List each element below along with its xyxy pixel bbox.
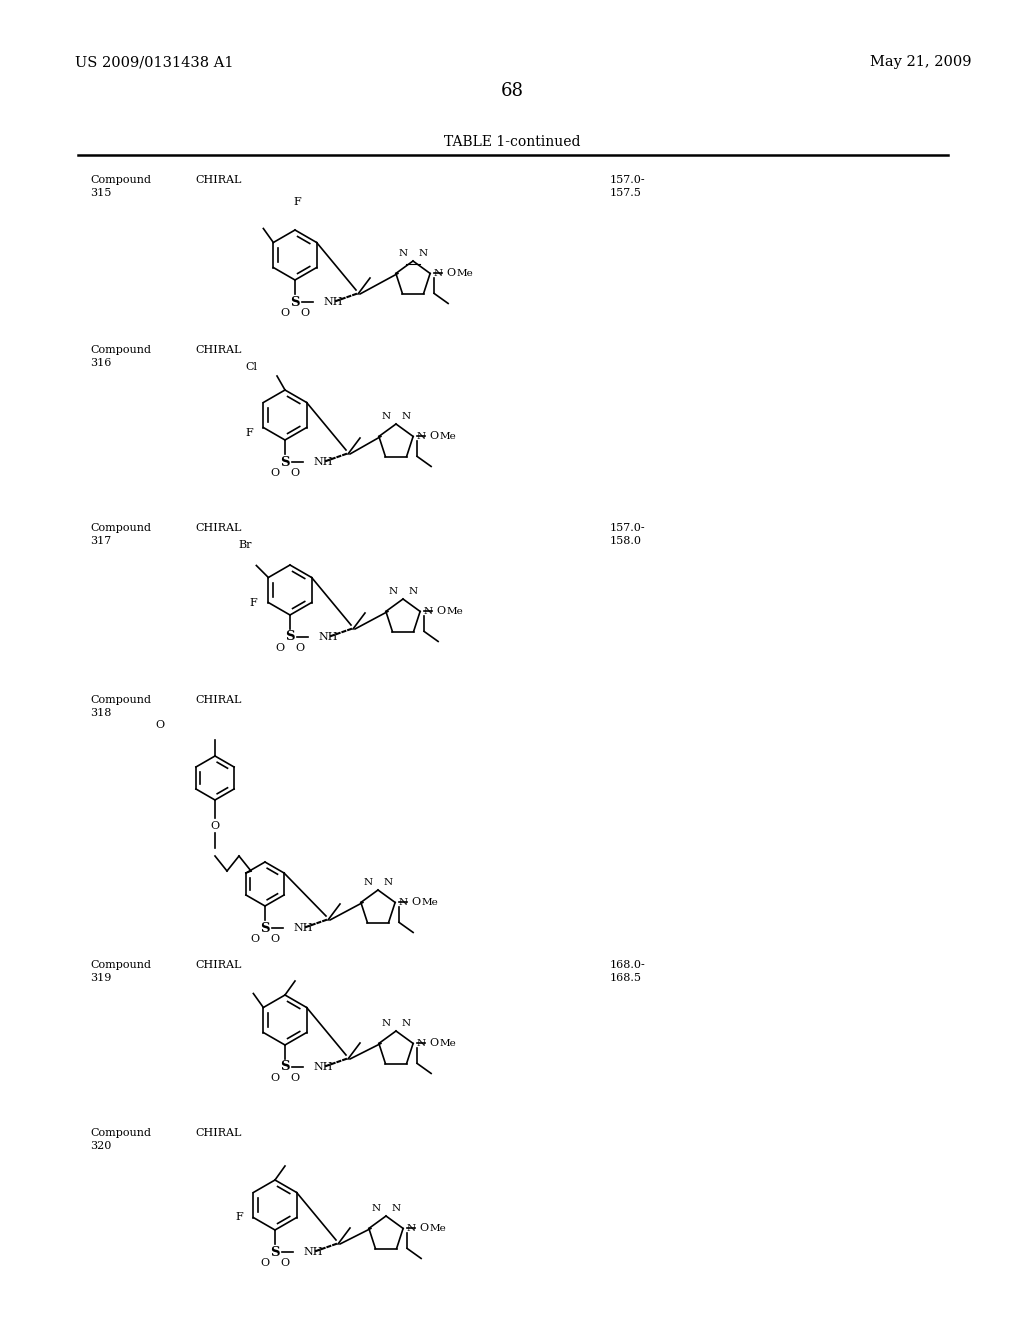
Text: O: O [419, 1224, 428, 1233]
Text: N: N [364, 878, 373, 887]
Text: 316: 316 [90, 358, 112, 368]
Text: N: N [381, 412, 390, 421]
Text: NH: NH [313, 1063, 333, 1072]
Text: 157.0-: 157.0- [610, 523, 645, 533]
Text: N: N [401, 1019, 411, 1028]
Text: NH: NH [323, 297, 342, 308]
Text: N: N [407, 1224, 416, 1233]
Text: 158.0: 158.0 [610, 536, 642, 546]
Text: CHIRAL: CHIRAL [195, 696, 242, 705]
Text: NH: NH [293, 923, 312, 933]
Text: N: N [398, 249, 408, 257]
Text: 68: 68 [501, 82, 523, 100]
Text: 320: 320 [90, 1140, 112, 1151]
Text: CHIRAL: CHIRAL [195, 345, 242, 355]
Text: Compound: Compound [90, 523, 151, 533]
Text: CHIRAL: CHIRAL [195, 1129, 242, 1138]
Text: NH: NH [303, 1247, 323, 1257]
Text: N: N [398, 898, 408, 907]
Text: NH: NH [318, 632, 338, 642]
Text: O: O [270, 1073, 280, 1082]
Text: N: N [388, 587, 397, 597]
Text: Compound: Compound [90, 1129, 151, 1138]
Text: O: O [270, 935, 280, 944]
Text: S: S [290, 296, 300, 309]
Text: F: F [293, 197, 301, 207]
Text: O: O [260, 1258, 269, 1269]
Text: Compound: Compound [90, 345, 151, 355]
Text: May 21, 2009: May 21, 2009 [870, 55, 972, 69]
Text: O: O [275, 643, 285, 653]
Text: N: N [401, 412, 411, 421]
Text: Me: Me [439, 432, 456, 441]
Text: F: F [250, 598, 257, 607]
Text: NH: NH [313, 457, 333, 467]
Text: S: S [281, 455, 290, 469]
Text: Compound: Compound [90, 696, 151, 705]
Text: CHIRAL: CHIRAL [195, 960, 242, 970]
Text: O: O [429, 1039, 438, 1048]
Text: O: O [436, 606, 445, 616]
Text: O: O [211, 821, 219, 832]
Text: Me: Me [421, 898, 438, 907]
Text: N: N [391, 1204, 400, 1213]
Text: Compound: Compound [90, 176, 151, 185]
Text: S: S [281, 1060, 290, 1073]
Text: O: O [270, 469, 280, 478]
Text: 168.5: 168.5 [610, 973, 642, 983]
Text: O: O [155, 719, 164, 730]
Text: O: O [291, 1073, 300, 1082]
Text: Me: Me [446, 607, 463, 616]
Text: TABLE 1-continued: TABLE 1-continued [443, 135, 581, 149]
Text: N: N [416, 1039, 425, 1048]
Text: 157.0-: 157.0- [610, 176, 645, 185]
Text: Me: Me [439, 1039, 456, 1048]
Text: Compound: Compound [90, 960, 151, 970]
Text: N: N [433, 269, 442, 279]
Text: Cl: Cl [245, 362, 257, 372]
Text: N: N [372, 1204, 381, 1213]
Text: 319: 319 [90, 973, 112, 983]
Text: 318: 318 [90, 708, 112, 718]
Text: O: O [281, 308, 290, 318]
Text: N: N [419, 249, 428, 257]
Text: O: O [291, 469, 300, 478]
Text: CHIRAL: CHIRAL [195, 176, 242, 185]
Text: S: S [270, 1246, 280, 1258]
Text: O: O [446, 268, 456, 279]
Text: N: N [423, 607, 432, 616]
Text: F: F [246, 428, 253, 437]
Text: N: N [381, 1019, 390, 1028]
Text: O: O [251, 935, 259, 944]
Text: 315: 315 [90, 187, 112, 198]
Text: 157.5: 157.5 [610, 187, 642, 198]
Text: 168.0-: 168.0- [610, 960, 646, 970]
Text: N: N [383, 878, 392, 887]
Text: US 2009/0131438 A1: US 2009/0131438 A1 [75, 55, 233, 69]
Text: Br: Br [238, 540, 252, 550]
Text: N: N [409, 587, 418, 597]
Text: O: O [429, 432, 438, 441]
Text: Me: Me [429, 1224, 445, 1233]
Text: O: O [281, 1258, 290, 1269]
Text: O: O [411, 898, 420, 907]
Text: F: F [236, 1213, 244, 1222]
Text: Me: Me [456, 269, 473, 279]
Text: O: O [296, 643, 304, 653]
Text: N: N [416, 432, 425, 441]
Text: S: S [286, 631, 295, 644]
Text: CHIRAL: CHIRAL [195, 523, 242, 533]
Text: O: O [300, 308, 309, 318]
Text: 317: 317 [90, 536, 112, 546]
Text: S: S [260, 921, 269, 935]
